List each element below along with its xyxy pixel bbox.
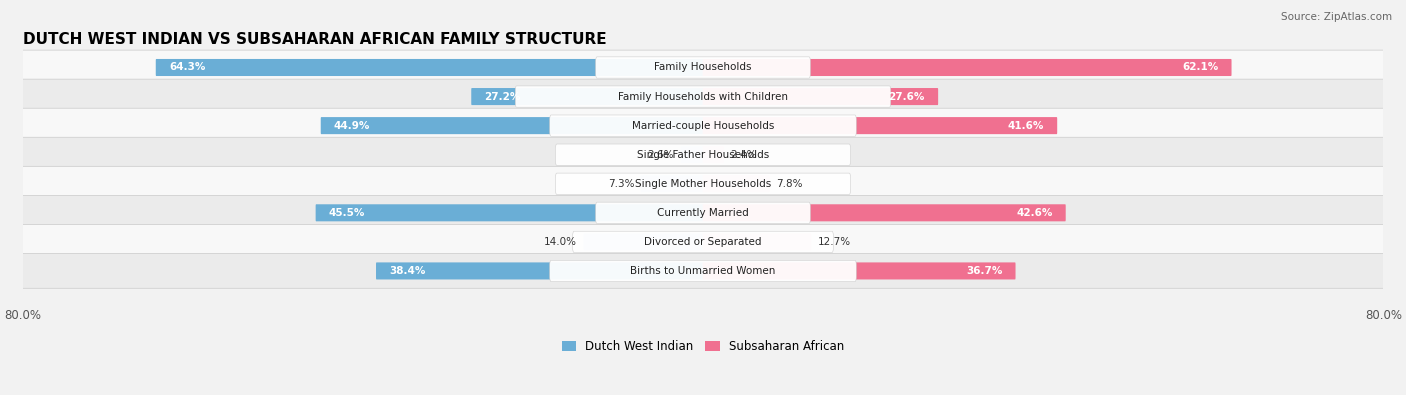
FancyBboxPatch shape: [596, 202, 810, 224]
Text: 27.2%: 27.2%: [485, 92, 520, 102]
FancyBboxPatch shape: [703, 204, 1066, 221]
Text: 44.9%: 44.9%: [333, 120, 370, 131]
Text: Currently Married: Currently Married: [657, 208, 749, 218]
FancyBboxPatch shape: [315, 204, 703, 221]
Text: Source: ZipAtlas.com: Source: ZipAtlas.com: [1281, 12, 1392, 22]
FancyBboxPatch shape: [471, 88, 703, 105]
Text: 38.4%: 38.4%: [389, 266, 426, 276]
FancyBboxPatch shape: [21, 108, 1385, 143]
Text: 12.7%: 12.7%: [818, 237, 851, 247]
FancyBboxPatch shape: [703, 117, 1057, 134]
FancyBboxPatch shape: [703, 262, 1015, 280]
FancyBboxPatch shape: [641, 175, 703, 192]
Text: 27.6%: 27.6%: [889, 92, 925, 102]
FancyBboxPatch shape: [156, 59, 703, 76]
FancyBboxPatch shape: [375, 262, 703, 280]
FancyBboxPatch shape: [321, 117, 703, 134]
Text: Family Households with Children: Family Households with Children: [619, 92, 787, 102]
FancyBboxPatch shape: [555, 173, 851, 194]
Text: 62.1%: 62.1%: [1182, 62, 1219, 73]
Text: 36.7%: 36.7%: [966, 266, 1002, 276]
Text: Births to Unmarried Women: Births to Unmarried Women: [630, 266, 776, 276]
Text: Divorced or Separated: Divorced or Separated: [644, 237, 762, 247]
FancyBboxPatch shape: [21, 224, 1385, 259]
Text: Family Households: Family Households: [654, 62, 752, 73]
FancyBboxPatch shape: [550, 260, 856, 282]
Text: Married-couple Households: Married-couple Households: [631, 120, 775, 131]
FancyBboxPatch shape: [21, 166, 1385, 201]
FancyBboxPatch shape: [555, 144, 851, 166]
Legend: Dutch West Indian, Subsaharan African: Dutch West Indian, Subsaharan African: [557, 335, 849, 358]
Text: DUTCH WEST INDIAN VS SUBSAHARAN AFRICAN FAMILY STRUCTURE: DUTCH WEST INDIAN VS SUBSAHARAN AFRICAN …: [22, 32, 606, 47]
FancyBboxPatch shape: [21, 196, 1385, 230]
Text: 42.6%: 42.6%: [1017, 208, 1053, 218]
FancyBboxPatch shape: [583, 233, 703, 250]
Text: Single Father Households: Single Father Households: [637, 150, 769, 160]
Text: 2.4%: 2.4%: [730, 150, 756, 160]
Text: 7.3%: 7.3%: [607, 179, 634, 189]
Text: 2.6%: 2.6%: [648, 150, 673, 160]
FancyBboxPatch shape: [21, 50, 1385, 85]
FancyBboxPatch shape: [515, 86, 891, 107]
Text: 64.3%: 64.3%: [169, 62, 205, 73]
FancyBboxPatch shape: [21, 137, 1385, 172]
FancyBboxPatch shape: [703, 233, 811, 250]
FancyBboxPatch shape: [703, 88, 938, 105]
FancyBboxPatch shape: [550, 115, 856, 136]
FancyBboxPatch shape: [703, 175, 769, 192]
FancyBboxPatch shape: [572, 231, 834, 252]
Text: 45.5%: 45.5%: [329, 208, 366, 218]
FancyBboxPatch shape: [596, 57, 810, 78]
Text: Single Mother Households: Single Mother Households: [636, 179, 770, 189]
FancyBboxPatch shape: [21, 254, 1385, 288]
Text: 41.6%: 41.6%: [1008, 120, 1045, 131]
Text: 7.8%: 7.8%: [776, 179, 803, 189]
FancyBboxPatch shape: [681, 146, 703, 163]
FancyBboxPatch shape: [703, 146, 724, 163]
FancyBboxPatch shape: [21, 79, 1385, 114]
FancyBboxPatch shape: [703, 59, 1232, 76]
Text: 14.0%: 14.0%: [544, 237, 576, 247]
